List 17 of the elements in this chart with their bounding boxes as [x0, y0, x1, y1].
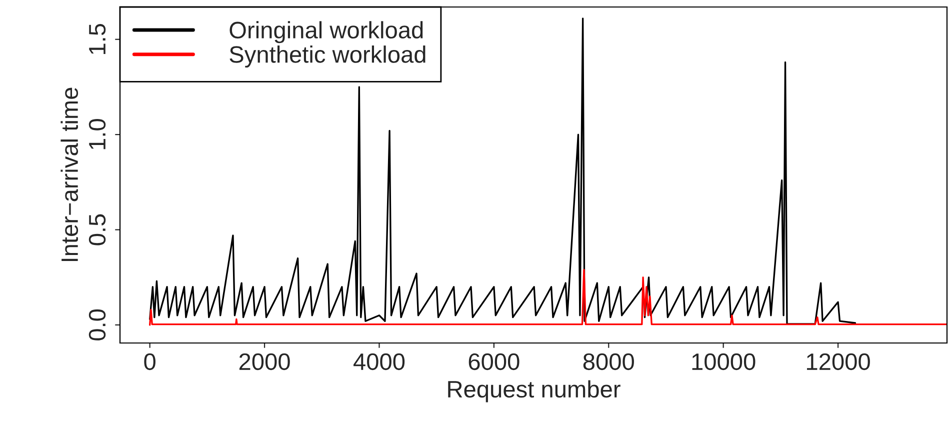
y-tick-label: 1.5 [89, 24, 106, 54]
y-tick-label: 1.0 [88, 119, 106, 150]
y-axis-title: Inter−arrival time [60, 88, 78, 262]
x-axis-title: Request number [448, 380, 620, 402]
x-tick-label: 8000 [583, 353, 634, 370]
y-tick-label: 0.5 [88, 214, 106, 246]
y-tick-label: 0.0 [88, 309, 106, 340]
line-series [148, 18, 856, 325]
x-tick-label: 2000 [239, 353, 290, 370]
legend-label: Synthetic workload [230, 46, 426, 68]
x-tick-label: 4000 [354, 353, 405, 370]
x-tick-label: 12000 [807, 353, 870, 370]
x-tick-label: 10000 [692, 353, 756, 370]
legend-label: Oringinal workload [230, 21, 423, 44]
x-tick-label: 6000 [468, 353, 520, 370]
line-series [148, 268, 947, 326]
x-tick-label: 0 [144, 353, 156, 370]
